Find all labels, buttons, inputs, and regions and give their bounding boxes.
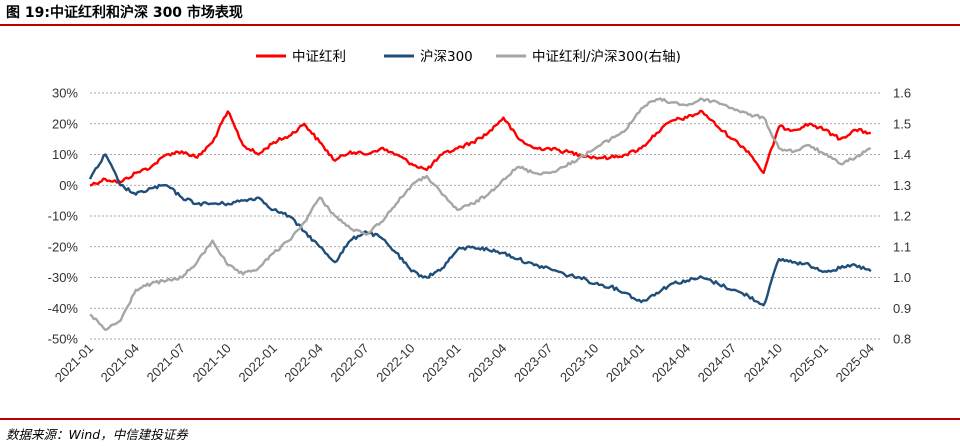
bottom-rule	[0, 418, 960, 420]
right-tick-label: 1.5	[893, 116, 911, 131]
x-tick-label: 2021-04	[98, 341, 142, 385]
x-tick-label: 2023-07	[511, 341, 555, 385]
left-axis-ticks: 30% 20% 10% 0% -10% -20% -30% -40% -50%	[48, 86, 79, 347]
grid-lines	[90, 92, 880, 340]
x-axis-ticks: 2021-01 2021-04 2021-07 2021-10 2022-01 2022-…	[52, 341, 877, 385]
left-tick-label: 20%	[52, 116, 78, 131]
legend-label-2: 中证红利/沪深300(右轴)	[532, 49, 681, 65]
x-tick-label: 2021-10	[190, 341, 234, 385]
left-tick-label: -30%	[48, 270, 79, 285]
series-lines	[88, 97, 872, 331]
x-tick-label: 2024-07	[695, 341, 739, 385]
x-tick-label: 2022-04	[281, 341, 325, 385]
left-tick-label: 30%	[52, 86, 78, 101]
left-tick-label: 10%	[52, 147, 78, 162]
right-tick-label: 1.1	[893, 239, 911, 254]
right-tick-label: 1.6	[893, 86, 911, 101]
right-tick-label: 1.0	[893, 270, 911, 285]
right-tick-label: 1.2	[893, 209, 911, 224]
x-tick-label: 2025-01	[787, 341, 831, 385]
x-tick-label: 2022-07	[327, 341, 371, 385]
x-tick-label: 2024-01	[603, 341, 647, 385]
right-tick-label: 0.8	[893, 332, 911, 347]
left-tick-label: -20%	[48, 239, 79, 254]
right-tick-label: 1.4	[893, 147, 911, 162]
top-rule	[0, 24, 960, 26]
left-tick-label: 0%	[59, 178, 78, 193]
x-tick-label: 2023-10	[557, 341, 601, 385]
x-tick-label: 2024-04	[649, 341, 693, 385]
x-tick-label: 2024-10	[741, 341, 785, 385]
right-tick-label: 1.3	[893, 178, 911, 193]
x-tick-label: 2023-04	[465, 341, 509, 385]
series-line-2	[89, 97, 871, 331]
legend-label-1: 沪深300	[420, 49, 473, 65]
right-axis-ticks: 1.6 1.5 1.4 1.3 1.2 1.1 1.0 0.9 0.8	[893, 86, 911, 347]
x-tick-label: 2023-01	[419, 341, 463, 385]
x-tick-label: 2022-01	[235, 341, 279, 385]
series-line-1	[88, 153, 872, 307]
legend-label-0: 中证红利	[292, 49, 346, 65]
series-line-0	[89, 109, 871, 187]
left-tick-label: -10%	[48, 209, 79, 224]
x-tick-label: 2021-01	[52, 341, 96, 385]
x-tick-label: 2021-07	[144, 341, 188, 385]
x-tick-label: 2022-10	[373, 341, 417, 385]
left-tick-label: -50%	[48, 332, 79, 347]
x-tick-label: 2025-04	[833, 341, 877, 385]
left-tick-label: -40%	[48, 301, 79, 316]
figure-title: 图 19:中证红利和沪深 300 市场表现	[6, 5, 243, 21]
right-tick-label: 0.9	[893, 301, 911, 316]
source-note: 数据来源：Wind，中信建投证券	[6, 427, 188, 442]
line-chart: 30%20%10%0%-10%-20%-30%-40%-50% 1.61.51.…	[48, 49, 911, 385]
legend: 中证红利 沪深300 中证红利/沪深300(右轴)	[256, 49, 681, 65]
